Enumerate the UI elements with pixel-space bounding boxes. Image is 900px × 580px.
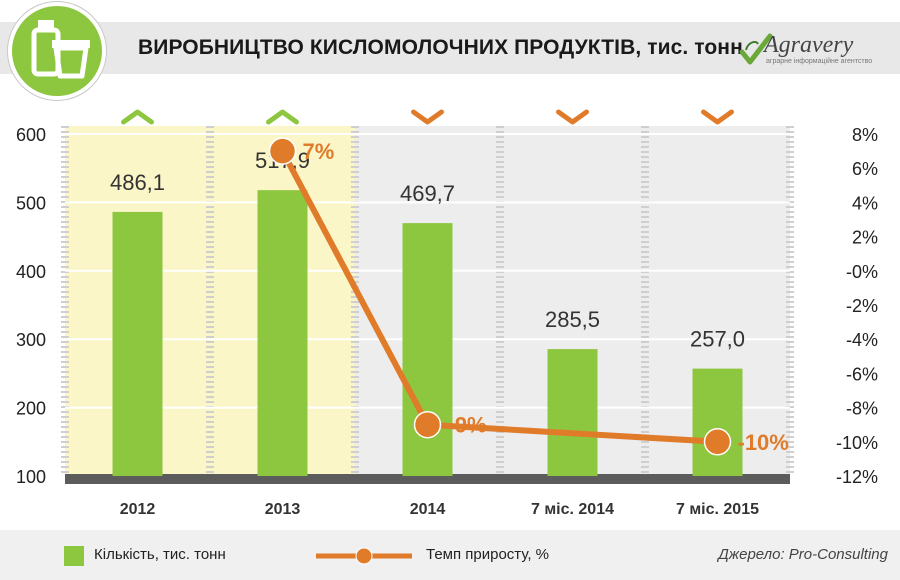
chart-title: ВИРОБНИЦТВО КИСЛОМОЛОЧНИХ ПРОДУКТІВ, тис… bbox=[138, 36, 743, 59]
trend-down-chevron bbox=[556, 109, 589, 125]
bar bbox=[547, 349, 598, 476]
brand-subtitle: аграрне інформаційне агентство bbox=[766, 58, 873, 65]
brand-name: Agravery bbox=[764, 32, 854, 58]
y-left-tick-label: 100 bbox=[16, 467, 46, 487]
trend-up-chevron bbox=[266, 109, 299, 125]
y-left-tick-label: 300 bbox=[16, 330, 46, 350]
y-right-tick-label: 8% bbox=[852, 125, 878, 145]
y-left-tick-label: 200 bbox=[16, 399, 46, 419]
y-right-tick-label: 2% bbox=[852, 228, 878, 248]
agravery-logo: Agravery аграрне інформаційне агентство bbox=[736, 28, 886, 72]
bar-value-label: 469,7 bbox=[400, 181, 455, 206]
legend-bar-swatch bbox=[64, 546, 84, 566]
trend-up-chevron bbox=[121, 109, 154, 125]
x-tick-label: 2013 bbox=[265, 501, 301, 518]
chart-header: ВИРОБНИЦТВО КИСЛОМОЛОЧНИХ ПРОДУКТІВ, тис… bbox=[0, 0, 900, 100]
x-tick-label: 2012 bbox=[120, 501, 156, 518]
checkmark-leaf-icon bbox=[739, 33, 773, 65]
growth-point bbox=[413, 410, 442, 439]
legend-line-swatch bbox=[316, 547, 412, 565]
source-note: Джерело: Pro-Consulting bbox=[718, 546, 888, 563]
bar-value-label: 285,5 bbox=[545, 307, 600, 332]
y-left-tick-label: 400 bbox=[16, 262, 46, 282]
legend-quantity-label: Кількість, тис. тонн bbox=[94, 546, 226, 563]
x-tick-label: 7 міс. 2014 bbox=[531, 501, 614, 518]
legend: Кількість, тис. тонн Темп приросту, % Дж… bbox=[0, 530, 900, 580]
growth-point bbox=[268, 137, 297, 165]
y-right-tick-label: -8% bbox=[846, 399, 878, 419]
y-right-tick-label: 4% bbox=[852, 193, 878, 213]
header-band bbox=[0, 22, 900, 74]
combo-chart: 100 200 300 400 500 600 8% 6% 4% 2% -0% -2% -4% -6% -8… bbox=[16, 109, 878, 518]
y-left-tick-label: 500 bbox=[16, 193, 46, 213]
bar-value-label: 257,0 bbox=[690, 327, 745, 352]
legend-growth-label: Темп приросту, % bbox=[426, 546, 550, 563]
dairy-products-icon bbox=[8, 2, 106, 100]
y-right-tick-label: -12% bbox=[836, 467, 878, 487]
y-right-tick-label: -10% bbox=[836, 433, 878, 453]
bar bbox=[257, 190, 308, 476]
trend-down-chevron bbox=[411, 109, 444, 125]
x-tick-label: 7 міс. 2015 bbox=[676, 501, 759, 518]
growth-point bbox=[703, 428, 732, 456]
bar-value-label: 486,1 bbox=[110, 170, 165, 195]
growth-value-label: -10% bbox=[738, 430, 789, 455]
trend-down-chevron bbox=[701, 109, 734, 125]
y-right-tick-label: -4% bbox=[846, 330, 878, 350]
x-axis-baseline bbox=[65, 474, 790, 484]
y-right-tick-label: 6% bbox=[852, 159, 878, 179]
y-right-tick-label: -0% bbox=[846, 262, 878, 282]
y-right-tick-label: -2% bbox=[846, 296, 878, 316]
y-right-tick-label: -6% bbox=[846, 364, 878, 384]
bar bbox=[112, 211, 163, 476]
growth-value-label: -9% bbox=[448, 413, 487, 438]
x-tick-label: 2014 bbox=[410, 501, 446, 518]
growth-value-label: 7% bbox=[303, 139, 335, 164]
y-left-tick-label: 600 bbox=[16, 125, 46, 145]
bar bbox=[692, 368, 743, 476]
